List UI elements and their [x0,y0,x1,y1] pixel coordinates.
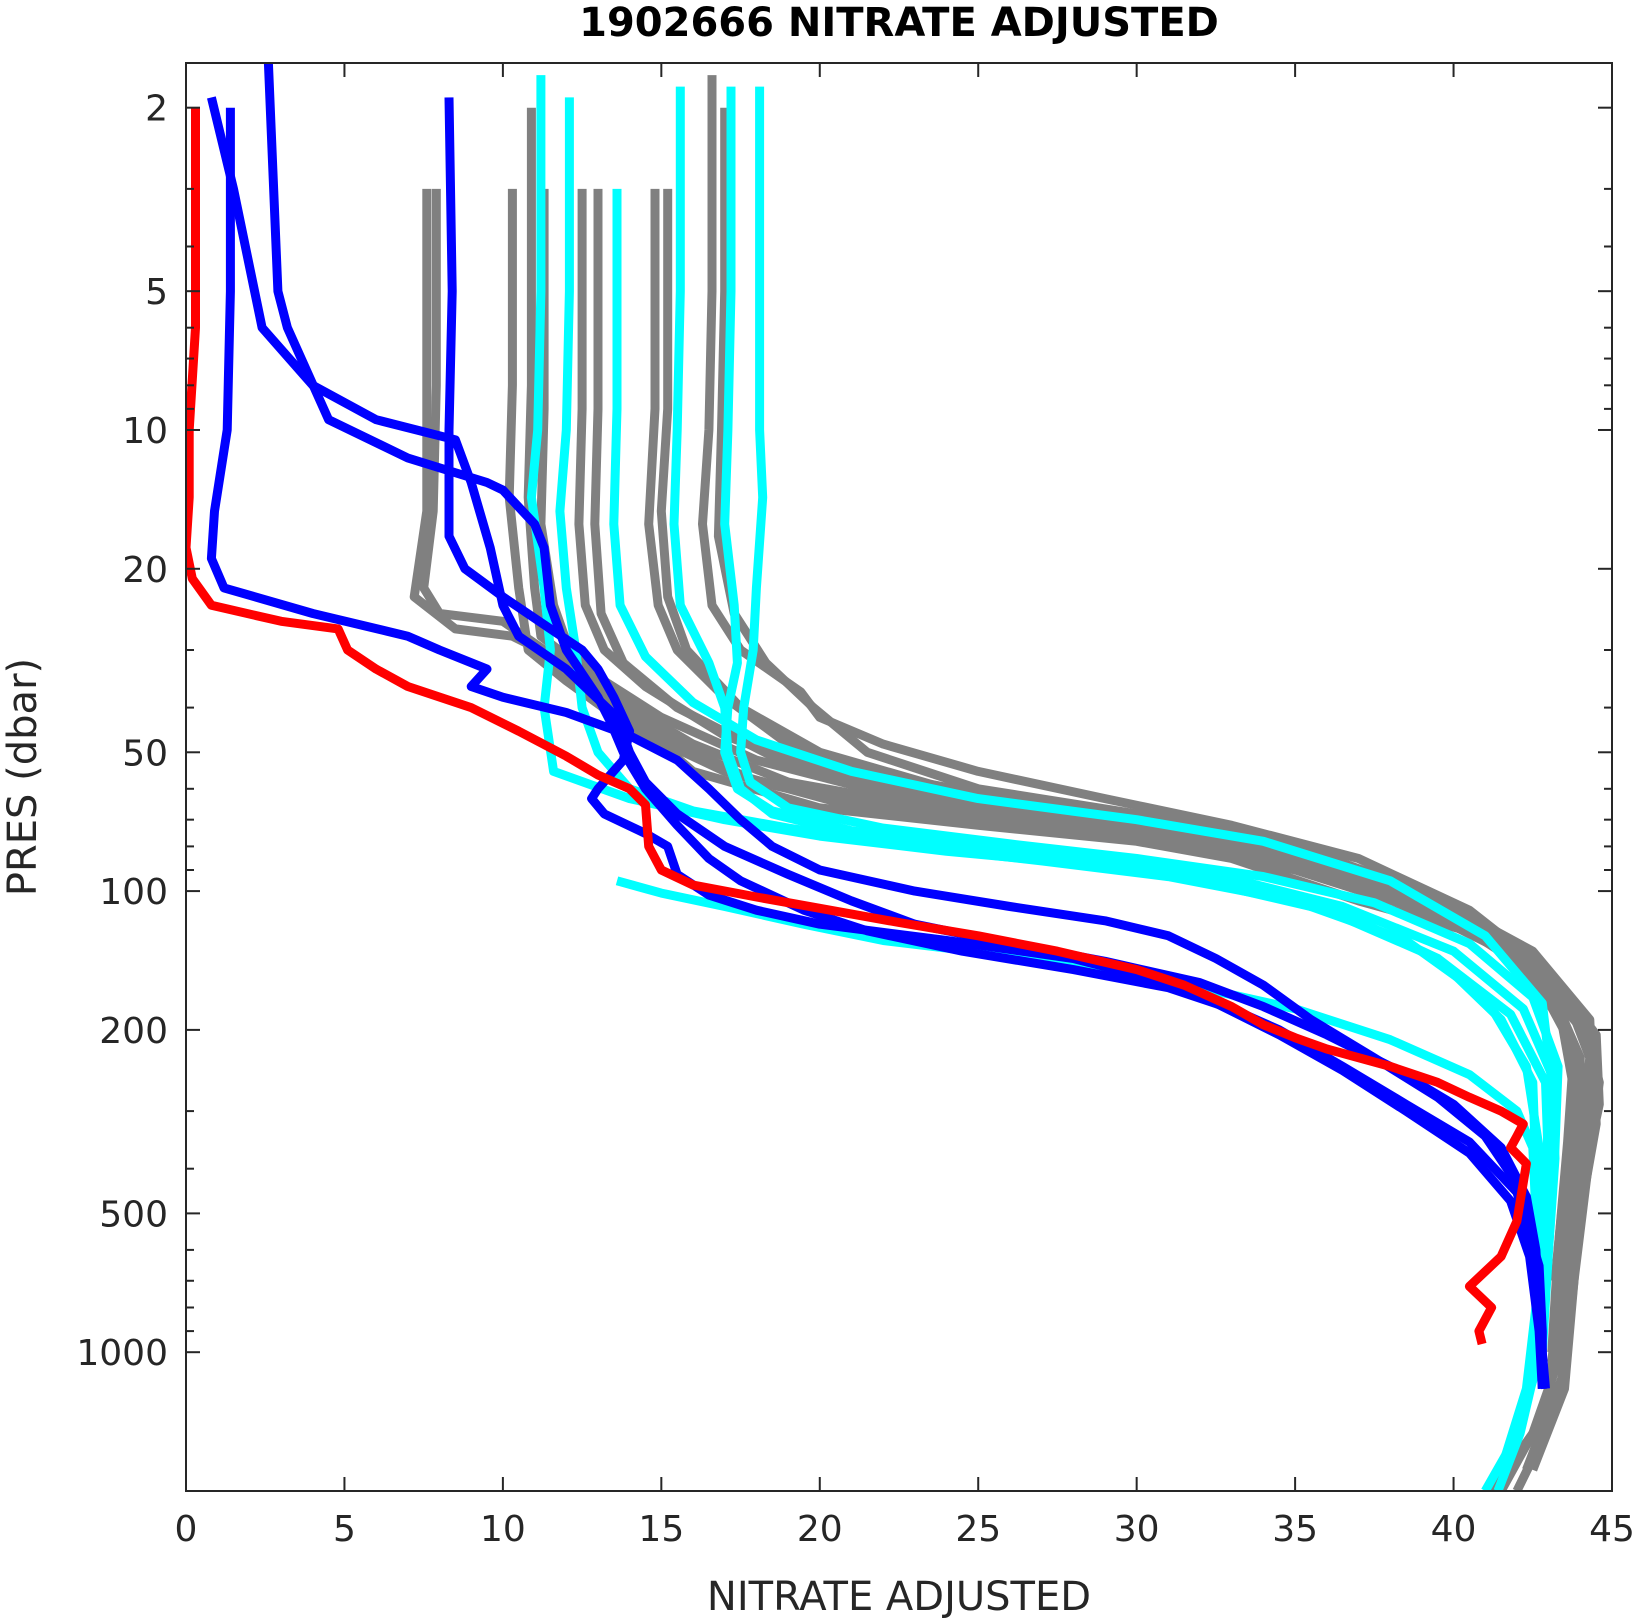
x-tick-label: 45 [1589,1509,1633,1550]
chart-title: 1902666 NITRATE ADJUSTED [579,0,1219,46]
x-tick-label: 20 [797,1509,843,1550]
profile-line-red-23 [186,107,1531,1346]
x-tick-labels: 0 5 10 15 20 25 30 35 40 45 [175,1509,1633,1550]
y-tick-label: 20 [122,550,168,591]
x-tick-label: 10 [480,1509,526,1550]
y-tick-label: 2 [145,89,168,130]
y-tick-label: 50 [122,733,168,774]
x-tick-label: 35 [1272,1509,1318,1550]
profile-line-gray-9 [656,188,1579,1282]
profile-line-cyan-16 [720,86,1560,1353]
y-tick-labels: 2 5 10 20 50 100 200 500 1000 [76,89,168,1375]
x-tick-label: 30 [1114,1509,1160,1550]
profile-line-blue-21 [263,63,1547,1389]
tick-layer [185,63,1613,1492]
y-tick-label: 5 [145,272,168,313]
x-tick-label: 5 [333,1509,356,1550]
y-tick-label: 1000 [76,1333,168,1374]
profile-line-cyan-15 [669,86,1554,1353]
x-tick-label: 15 [638,1509,684,1550]
y-axis-label: PRES (dbar) [0,658,46,896]
profile-line-gray-3 [504,188,1601,1491]
profile-line-blue-22 [444,97,1547,1389]
y-tick-label: 10 [122,411,168,452]
plot-frame [185,62,1613,1492]
x-tick-label: 40 [1431,1509,1477,1550]
y-tick-label: 200 [99,1011,168,1052]
series-layer [186,63,1604,1491]
profile-line-cyan-17 [736,86,1563,1332]
profile-line-blue-20 [206,107,1544,1308]
y-tick-label: 100 [99,872,168,913]
x-tick-label: 0 [175,1509,198,1550]
x-axis-label: NITRATE ADJUSTED [707,1574,1091,1620]
y-tick-label: 500 [99,1194,168,1235]
x-tick-label: 25 [955,1509,1001,1550]
profile-line-gray-11 [713,107,1598,1372]
